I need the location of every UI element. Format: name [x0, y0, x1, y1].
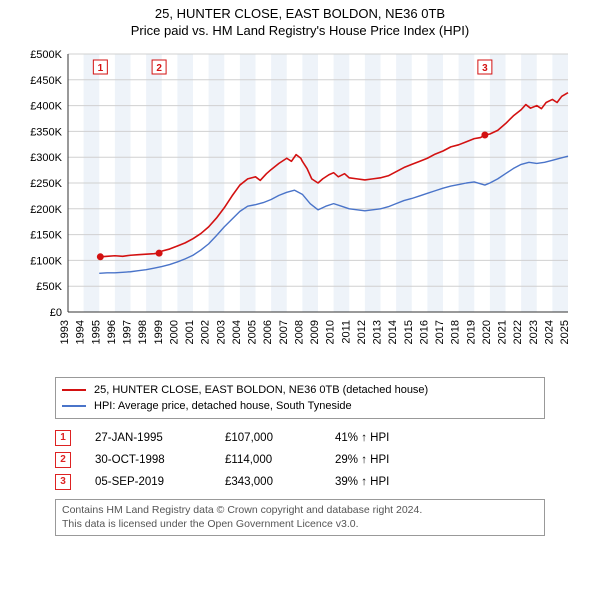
attribution-footer: Contains HM Land Registry data © Crown c…	[55, 499, 545, 536]
sale-marker-1: 1	[55, 430, 71, 446]
sale-marker-2: 2	[55, 452, 71, 468]
sales-row: 2 30-OCT-1998 £114,000 29% ↑ HPI	[55, 449, 600, 471]
svg-text:2001: 2001	[184, 320, 196, 344]
svg-text:£200K: £200K	[30, 204, 62, 216]
svg-text:2016: 2016	[418, 320, 430, 344]
svg-text:2003: 2003	[215, 320, 227, 344]
legend-label-hpi: HPI: Average price, detached house, Sout…	[94, 400, 352, 412]
svg-text:2012: 2012	[356, 320, 368, 344]
svg-text:2025: 2025	[559, 320, 571, 344]
legend-swatch-hpi	[62, 405, 86, 407]
legend-swatch-subject	[62, 389, 86, 391]
sale-marker-3: 3	[55, 474, 71, 490]
svg-text:£450K: £450K	[30, 75, 62, 87]
svg-text:£150K: £150K	[30, 230, 62, 242]
svg-text:1994: 1994	[75, 320, 87, 344]
sales-row: 1 27-JAN-1995 £107,000 41% ↑ HPI	[55, 427, 600, 449]
svg-text:2014: 2014	[387, 320, 399, 344]
sale-price: £107,000	[225, 432, 335, 444]
svg-text:1999: 1999	[153, 320, 165, 344]
legend-item-hpi: HPI: Average price, detached house, Sout…	[62, 398, 538, 414]
svg-text:£300K: £300K	[30, 152, 62, 164]
svg-text:£400K: £400K	[30, 101, 62, 113]
legend-item-subject: 25, HUNTER CLOSE, EAST BOLDON, NE36 0TB …	[62, 382, 538, 398]
price-chart: £0 £50K £100K £150K £200K £250K £300K £350K £400…	[20, 46, 580, 366]
sale-diff: 29% ↑ HPI	[335, 454, 445, 466]
svg-text:£350K: £350K	[30, 126, 62, 138]
svg-text:2007: 2007	[278, 320, 290, 344]
svg-text:2005: 2005	[247, 320, 259, 344]
svg-text:2019: 2019	[465, 320, 477, 344]
svg-text:2000: 2000	[168, 320, 180, 344]
sales-row: 3 05-SEP-2019 £343,000 39% ↑ HPI	[55, 471, 600, 493]
svg-text:2008: 2008	[293, 320, 305, 344]
svg-text:2010: 2010	[325, 320, 337, 344]
svg-text:1: 1	[98, 63, 104, 74]
svg-text:2024: 2024	[543, 320, 555, 344]
svg-text:£500K: £500K	[30, 49, 62, 61]
svg-text:2020: 2020	[481, 320, 493, 344]
svg-text:2023: 2023	[528, 320, 540, 344]
footer-line1: Contains HM Land Registry data © Crown c…	[62, 504, 538, 518]
svg-text:2004: 2004	[231, 320, 243, 344]
svg-text:2006: 2006	[262, 320, 274, 344]
svg-text:2022: 2022	[512, 320, 524, 344]
sales-table: 1 27-JAN-1995 £107,000 41% ↑ HPI 2 30-OC…	[55, 427, 600, 493]
svg-text:1995: 1995	[90, 320, 102, 344]
svg-text:2018: 2018	[450, 320, 462, 344]
chart-title-line1: 25, HUNTER CLOSE, EAST BOLDON, NE36 0TB	[0, 6, 600, 21]
chart-title-line2: Price paid vs. HM Land Registry's House …	[0, 23, 600, 38]
svg-text:2002: 2002	[200, 320, 212, 344]
svg-text:2015: 2015	[403, 320, 415, 344]
sale-date: 05-SEP-2019	[95, 476, 225, 488]
sale-date: 27-JAN-1995	[95, 432, 225, 444]
sale-price: £343,000	[225, 476, 335, 488]
sale-price: £114,000	[225, 454, 335, 466]
svg-text:2: 2	[156, 63, 162, 74]
svg-text:2011: 2011	[340, 320, 352, 344]
svg-text:£50K: £50K	[36, 281, 62, 293]
footer-line2: This data is licensed under the Open Gov…	[62, 518, 538, 532]
svg-text:£0: £0	[50, 307, 62, 319]
svg-text:1996: 1996	[106, 320, 118, 344]
svg-text:3: 3	[482, 63, 488, 74]
svg-text:1993: 1993	[59, 320, 71, 344]
svg-text:2021: 2021	[497, 320, 509, 344]
svg-text:1998: 1998	[137, 320, 149, 344]
svg-text:2009: 2009	[309, 320, 321, 344]
sale-diff: 39% ↑ HPI	[335, 476, 445, 488]
sale-date: 30-OCT-1998	[95, 454, 225, 466]
legend: 25, HUNTER CLOSE, EAST BOLDON, NE36 0TB …	[55, 377, 545, 419]
svg-text:2017: 2017	[434, 320, 446, 344]
svg-text:2013: 2013	[372, 320, 384, 344]
svg-text:£100K: £100K	[30, 255, 62, 267]
svg-text:1997: 1997	[122, 320, 134, 344]
sale-diff: 41% ↑ HPI	[335, 432, 445, 444]
legend-label-subject: 25, HUNTER CLOSE, EAST BOLDON, NE36 0TB …	[94, 384, 428, 396]
svg-text:£250K: £250K	[30, 178, 62, 190]
